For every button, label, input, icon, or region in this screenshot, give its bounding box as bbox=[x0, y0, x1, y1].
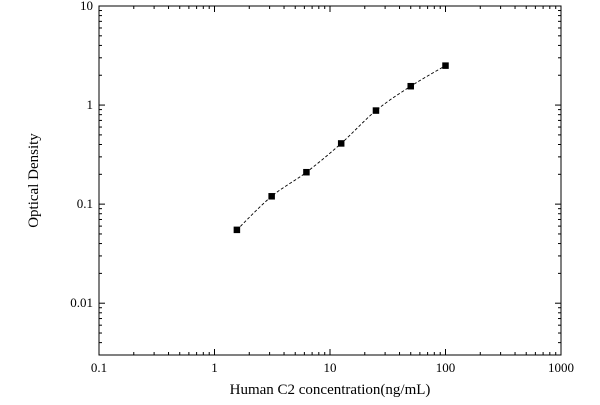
y-tick-label: 0.01 bbox=[70, 295, 93, 310]
y-tick-label: 0.1 bbox=[77, 196, 93, 211]
fit-curve-layer bbox=[236, 65, 446, 231]
y-tick-label: 1 bbox=[87, 97, 94, 112]
data-point bbox=[407, 82, 414, 90]
data-point bbox=[337, 140, 345, 147]
plot-frame bbox=[98, 5, 562, 356]
y-axis-title: Optical Density bbox=[26, 133, 42, 228]
x-tick-label: 100 bbox=[436, 360, 456, 375]
x-tick-label: 0.1 bbox=[91, 360, 107, 375]
fit-curve bbox=[236, 65, 446, 231]
data-points-layer bbox=[233, 62, 449, 234]
x-tick-label: 1 bbox=[211, 360, 218, 375]
y-tick-label: 10 bbox=[80, 0, 93, 13]
x-tick-label: 10 bbox=[324, 360, 337, 375]
data-point bbox=[372, 107, 380, 114]
x-axis-title: Human C2 concentration(ng/mL) bbox=[230, 382, 431, 398]
axis-labels-layer: Human C2 concentration(ng/mL) Optical De… bbox=[26, 133, 430, 398]
data-point bbox=[233, 226, 241, 234]
data-point bbox=[303, 168, 310, 176]
x-tick-label: 1000 bbox=[548, 360, 574, 375]
data-point bbox=[442, 62, 449, 69]
data-point bbox=[268, 193, 275, 200]
axes-layer: 0.1 1 10 100 1000 0.01 0.1 1 10 bbox=[70, 0, 574, 375]
